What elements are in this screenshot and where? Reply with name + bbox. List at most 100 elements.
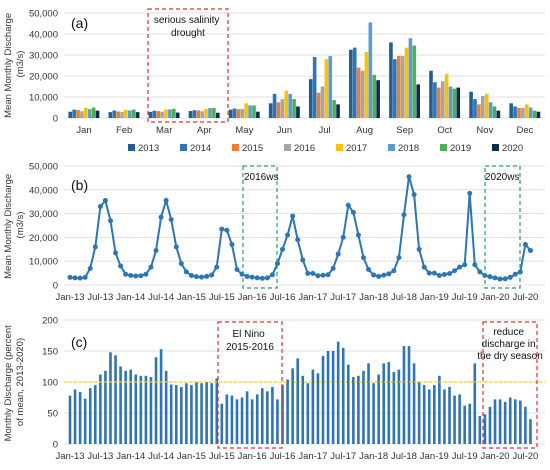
panel-a-bar-2016-may	[240, 108, 245, 118]
panel-b-x-tick-label: Jul-20	[512, 292, 538, 303]
panel-c-bar	[260, 388, 264, 444]
panel-b-point	[522, 242, 528, 248]
panel-c-bar	[341, 347, 345, 444]
panel-c-y-tick-label: 50	[47, 409, 58, 420]
panel-a-bar-2018-dec	[528, 107, 533, 118]
panel-a-bar-2015-nov	[477, 104, 481, 118]
panel-a-bar-2017-aug	[364, 51, 369, 118]
panel-b-point	[426, 270, 432, 276]
panel-c-x-tick-label: Jan-16	[238, 451, 267, 462]
panel-b-x-tick-label: Jan-15	[177, 292, 206, 303]
panel-c-bar	[316, 373, 320, 444]
panel-b-point	[492, 275, 498, 281]
panel-b-point	[411, 192, 417, 198]
panel-b-point	[452, 268, 458, 274]
panel-c-bar	[83, 398, 87, 444]
panel-b-point	[325, 272, 331, 278]
panel-c-bar	[215, 378, 219, 444]
panel-c-bar	[519, 400, 522, 444]
panel-b-point	[527, 247, 533, 253]
panel-b-x-tick-label: Jul-18	[391, 292, 417, 303]
panel-b-x-tick-label: Jan-14	[116, 292, 145, 303]
panel-c-bar	[402, 346, 406, 444]
panel-b-point	[153, 247, 159, 253]
panel-a-bar-2014-oct	[433, 82, 437, 118]
panel-c-bar	[392, 372, 396, 444]
panel-b-x-tick-label: Jul-19	[452, 292, 478, 303]
panel-c-y-tick-label: 200	[42, 316, 58, 327]
panel-c-bar	[94, 385, 97, 444]
panel-b-point	[497, 276, 503, 282]
panel-b-point	[441, 272, 447, 278]
panel-a: 0 10,000 20,000 30,000 40,000 50,000 Jan Feb Ma…	[3, 8, 545, 154]
panel-c-bar	[463, 405, 466, 444]
panel-c-bar	[377, 374, 380, 444]
panel-a-y-tick-label: 10,000	[29, 93, 58, 104]
panel-c-y-tick-label: 100	[42, 378, 58, 389]
panel-a-x-tick-label: Jun	[277, 125, 292, 136]
panel-c-bar	[468, 403, 472, 444]
panel-b-point	[467, 190, 473, 196]
panel-a-bar-2020-jan	[95, 110, 100, 118]
panel-b-x-tick-label: Jul-14	[148, 292, 174, 303]
panel-b-point	[194, 274, 199, 280]
panel-b-point	[158, 214, 164, 220]
panel-c-x-tick-label: Jan-13	[55, 451, 84, 462]
panel-b-point	[280, 246, 286, 252]
panel-a-bar-2020-nov	[496, 110, 501, 118]
panel-b-y-tick-label: 0	[53, 281, 58, 292]
panel-c-bar	[357, 375, 360, 444]
panel-a-bar-2019-dec	[532, 110, 537, 118]
legend-swatch-2013	[128, 144, 135, 151]
panel-a-bar-2020-apr	[215, 112, 220, 118]
panel-b-point	[143, 271, 149, 277]
panel-b-point	[77, 275, 83, 281]
panel-b-point	[512, 271, 518, 277]
panel-c-bar	[453, 395, 456, 444]
panel-a-bar-2018-feb	[128, 110, 132, 118]
panel-b-point	[396, 255, 402, 261]
panel-a-y-tick-label: 50,000	[29, 9, 58, 20]
panel-a-bar-2013-may	[228, 109, 233, 118]
panel-a-bar-2017-mar	[164, 109, 168, 118]
panel-c-bar	[296, 358, 299, 444]
panel-c-x-tick-label: Jan-20	[481, 451, 510, 462]
panel-b-point	[183, 269, 189, 275]
panel-a-bar-2015-mar	[156, 111, 161, 118]
panel-b-point	[472, 262, 478, 268]
panel-a-bar-2015-oct	[436, 87, 441, 118]
panel-a-x-tick-label: Jul	[318, 125, 330, 136]
panel-a-bar-2016-jun	[280, 99, 285, 118]
panel-b-point	[264, 275, 270, 281]
ws2020-label: 2020ws	[485, 172, 519, 183]
panel-a-bar-2019-may	[252, 105, 256, 118]
legend-label-2013: 2013	[138, 143, 159, 154]
panel-b-points	[67, 174, 533, 282]
panel-b-letter: (b)	[71, 177, 88, 193]
panel-c-bar	[245, 391, 249, 444]
reduce-discharge-annotation: reduce discharge in the dry season	[477, 327, 543, 362]
panel-a-bar-2017-nov	[484, 93, 489, 118]
panel-c-bar	[99, 374, 102, 444]
panel-c-bar	[331, 351, 335, 444]
panel-b-point	[421, 264, 427, 270]
legend-swatch-2014	[180, 144, 187, 151]
panel-b-point	[300, 257, 306, 263]
panel-c-x-tick-label: Jan-15	[177, 451, 206, 462]
panel-a-bar-2019-mar	[172, 108, 176, 118]
panel-c-bar	[144, 375, 148, 444]
panel-b-point	[457, 264, 463, 270]
panel-c-x-tick-label: Jan-14	[116, 451, 145, 462]
panel-c-x-tick-label: Jul-15	[209, 451, 235, 462]
legend-swatch-2020	[492, 144, 499, 151]
panel-b-y-tick-label: 20,000	[29, 233, 58, 244]
panel-c-bar	[78, 391, 82, 444]
panel-b-point	[234, 267, 240, 273]
panel-c-bar	[134, 374, 138, 444]
panel-a-y-tick-label: 30,000	[29, 51, 58, 62]
panel-c-bar	[412, 363, 416, 444]
panel-a-bar-2015-jan	[76, 110, 80, 118]
panel-c-x-tick-label: Jan-19	[420, 451, 449, 462]
panel-b-y-tick-label: 10,000	[29, 257, 58, 268]
legend-label-2015: 2015	[242, 143, 263, 154]
